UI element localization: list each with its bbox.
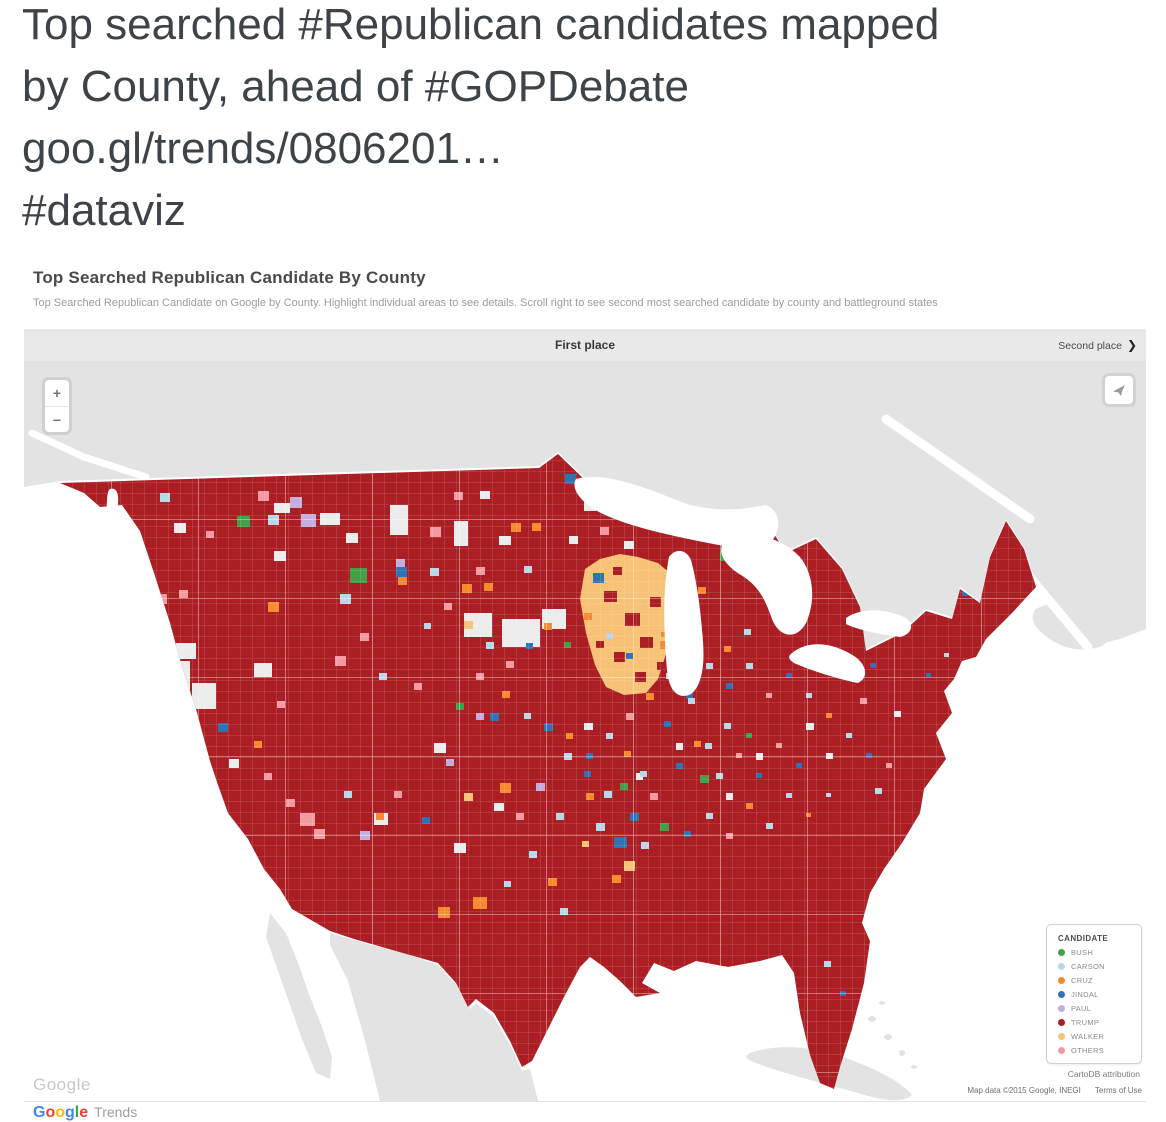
legend-dot-icon bbox=[1058, 1033, 1065, 1040]
map-canvas[interactable]: + − CANDIDATE BUSH CARSON CRUZ JINDAL PAUL TR… bbox=[24, 361, 1146, 1102]
zoom-out-button[interactable]: − bbox=[52, 412, 62, 428]
usa-county-map bbox=[24, 361, 1146, 1101]
tweet-line: by County, ahead of #GOPDebate bbox=[22, 62, 689, 111]
tweet-text: Top searched #Republican candidates mapp… bbox=[22, 0, 1162, 242]
share-button[interactable] bbox=[1102, 373, 1136, 407]
legend-title: CANDIDATE bbox=[1058, 934, 1109, 943]
st-lawrence-river bbox=[881, 414, 1035, 524]
legend-dot-icon bbox=[1058, 977, 1065, 984]
second-place-label: Second place bbox=[1058, 340, 1122, 352]
legend-dot-icon bbox=[1058, 949, 1065, 956]
lake-ontario bbox=[846, 610, 912, 637]
legend-dot-icon bbox=[1058, 991, 1065, 998]
legend-item-bush: BUSH bbox=[1058, 948, 1132, 957]
tweet-line: goo.gl/trends/0806201… bbox=[22, 124, 504, 173]
carto-attribution-link[interactable]: CartoDB attribution bbox=[1067, 1069, 1140, 1079]
legend-dot-icon bbox=[1058, 1047, 1065, 1054]
legend-dot-icon bbox=[1058, 1005, 1065, 1012]
map-data-text: Map data ©2015 Google, INEGI bbox=[967, 1086, 1081, 1095]
bay-of-fundy bbox=[1023, 570, 1093, 652]
legend-label: BUSH bbox=[1071, 948, 1094, 957]
legend-dot-icon bbox=[1058, 963, 1065, 970]
terms-of-use-link[interactable]: Terms of Use bbox=[1094, 1086, 1142, 1095]
second-place-button[interactable]: Second place ❯ bbox=[1058, 329, 1137, 361]
legend-label: WALKER bbox=[1071, 1032, 1105, 1041]
trends-label: Trends bbox=[94, 1104, 138, 1120]
lake-michigan bbox=[664, 550, 704, 696]
legend-item-paul: PAUL bbox=[1058, 1004, 1132, 1013]
legend-items: BUSH CARSON CRUZ JINDAL PAUL TRUMP WALKER OTHER… bbox=[1058, 948, 1132, 1055]
legend-item-walker: WALKER bbox=[1058, 1032, 1132, 1041]
strait-of-georgia bbox=[28, 429, 150, 481]
mexico-land bbox=[330, 933, 538, 1101]
legend-label: CARSON bbox=[1071, 962, 1105, 971]
map-toolbar: First place Second place ❯ bbox=[24, 329, 1146, 361]
zoom-in-button[interactable]: + bbox=[45, 380, 69, 407]
puget-sound bbox=[106, 488, 119, 525]
legend-item-trump: TRUMP bbox=[1058, 1018, 1132, 1027]
canada-land bbox=[24, 361, 1146, 649]
legend-item-others: OTHERS bbox=[1058, 1046, 1132, 1055]
legend-label: CRUZ bbox=[1071, 976, 1094, 985]
legend-item-carson: CARSON bbox=[1058, 962, 1132, 971]
lake-erie bbox=[789, 644, 866, 683]
chevron-right-icon: ❯ bbox=[1126, 338, 1137, 352]
great-lakes bbox=[106, 476, 912, 696]
share-icon bbox=[1113, 385, 1125, 396]
google-watermark: Google bbox=[33, 1075, 91, 1094]
legend-label: TRUMP bbox=[1071, 1018, 1100, 1027]
google-trends-logo: Google Trends bbox=[33, 1104, 137, 1122]
legend-label: PAUL bbox=[1071, 1004, 1092, 1013]
baja-peninsula bbox=[266, 913, 332, 1079]
google-logo: Google bbox=[33, 1104, 89, 1121]
first-place-label: First place bbox=[554, 338, 616, 352]
lake-huron bbox=[721, 535, 813, 635]
tweet-line: #dataviz bbox=[22, 186, 186, 235]
zoom-control: + − bbox=[42, 377, 72, 435]
tweet-line: Top searched #Republican candidates mapp… bbox=[22, 0, 940, 49]
legend-dot-icon bbox=[1058, 1019, 1065, 1026]
legend-label: JINDAL bbox=[1071, 990, 1099, 999]
widget-title: Top Searched Republican Candidate By Cou… bbox=[33, 268, 426, 287]
map-attribution: Map data ©2015 Google, INEGI Terms of Use bbox=[967, 1086, 1142, 1095]
widget-subtitle: Top Searched Republican Candidate on Goo… bbox=[33, 297, 938, 309]
lake-superior bbox=[574, 476, 779, 548]
legend-item-jindal: JINDAL bbox=[1058, 990, 1132, 999]
legend-item-cruz: CRUZ bbox=[1058, 976, 1132, 985]
candidate-legend: CANDIDATE BUSH CARSON CRUZ JINDAL PAUL TRUMP W… bbox=[1046, 924, 1142, 1064]
legend-label: OTHERS bbox=[1071, 1046, 1105, 1055]
